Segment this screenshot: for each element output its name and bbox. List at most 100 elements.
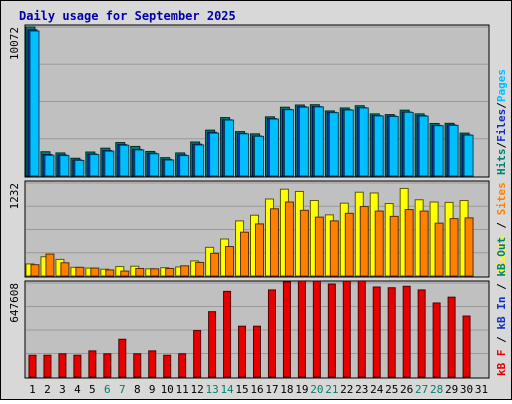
x-tick-label: 4 [74, 383, 81, 396]
bar [389, 215, 399, 277]
bar [165, 267, 175, 277]
bar [255, 223, 264, 277]
x-tick-label: 17 [265, 383, 278, 396]
bar [268, 118, 279, 177]
panel-kbytes: 647608 kB F / kB In / kB Out [8, 237, 508, 379]
legend-entry: / [495, 142, 508, 149]
bar [463, 134, 474, 177]
bar [149, 153, 160, 177]
x-tick-label: 9 [149, 383, 156, 396]
x-tick-label: 25 [385, 383, 398, 396]
x-tick-label: 16 [250, 383, 263, 396]
bar [134, 149, 145, 177]
legend-entry: / [495, 102, 508, 109]
bar [283, 109, 294, 177]
y-max-label: 1232 [8, 183, 21, 210]
bar [148, 350, 157, 378]
bar [133, 353, 142, 378]
bar [240, 231, 250, 277]
bar [357, 280, 366, 378]
bar [225, 246, 235, 277]
panel-legend: kB F / kB In / kB Out [495, 237, 508, 376]
bar [404, 209, 414, 277]
bar [282, 281, 291, 378]
bar [344, 212, 354, 277]
bar [103, 353, 112, 378]
x-tick-label: 21 [325, 383, 338, 396]
bar [194, 144, 205, 177]
bar [449, 218, 459, 277]
bar [433, 125, 444, 177]
x-tick-label: 19 [295, 383, 308, 396]
bar [419, 210, 429, 277]
x-tick-label: 26 [400, 383, 413, 396]
x-tick-label: 5 [89, 383, 96, 396]
x-tick-label: 27 [415, 383, 428, 396]
bar [118, 338, 127, 378]
bar [74, 159, 85, 177]
bar [418, 115, 429, 177]
series-kb-f [28, 280, 471, 378]
bar [388, 116, 399, 177]
bar [73, 354, 82, 378]
bar [119, 144, 130, 177]
bar [312, 280, 321, 378]
bar [238, 325, 247, 378]
bar [373, 115, 384, 177]
legend-entry: / [495, 215, 508, 235]
x-tick-label: 22 [340, 383, 353, 396]
bar [253, 325, 261, 378]
bar [434, 222, 444, 277]
bar [90, 267, 100, 277]
x-tick-label: 15 [235, 383, 248, 396]
bar [29, 30, 40, 177]
bar [462, 315, 471, 378]
x-tick-label: 13 [205, 383, 218, 396]
bar [44, 154, 55, 177]
bar [298, 106, 309, 177]
bar [372, 286, 381, 378]
legend-entry: / [495, 330, 508, 350]
bar [180, 265, 190, 277]
bar [104, 150, 115, 177]
bar [403, 111, 414, 177]
panel-legend: Hits/Files/Pages [495, 69, 508, 175]
bar [150, 268, 160, 277]
bar [58, 353, 67, 378]
bar [342, 280, 351, 378]
bar [313, 106, 324, 177]
x-tick-label: 14 [220, 383, 234, 396]
bar [254, 135, 264, 177]
legend-entry: kB In [495, 297, 508, 330]
bar [447, 296, 456, 378]
bar [269, 208, 279, 277]
legend-entry: Files [495, 109, 508, 142]
bar [210, 252, 220, 277]
bar [208, 311, 217, 378]
chart-title: Daily usage for September 2025 [19, 9, 236, 23]
bar [209, 132, 220, 177]
bar [30, 264, 40, 277]
x-tick-label: 24 [370, 383, 384, 396]
legend-entry: / [495, 277, 508, 297]
bar [327, 283, 336, 378]
bar [239, 133, 250, 177]
series-sites [30, 201, 474, 277]
bar [223, 290, 232, 378]
x-tick-label: 8 [134, 383, 141, 396]
bar [343, 109, 354, 177]
bar [387, 287, 396, 378]
bar [88, 350, 97, 378]
legend-entry: Visits [495, 235, 508, 275]
bar [299, 209, 309, 277]
legend-entry: kB Out [495, 237, 508, 277]
x-tick-label: 10 [161, 383, 174, 396]
x-tick-label: 12 [191, 383, 204, 396]
legend-entry: Pages [495, 69, 508, 102]
bar [448, 124, 459, 177]
x-tick-label: 29 [445, 383, 458, 396]
